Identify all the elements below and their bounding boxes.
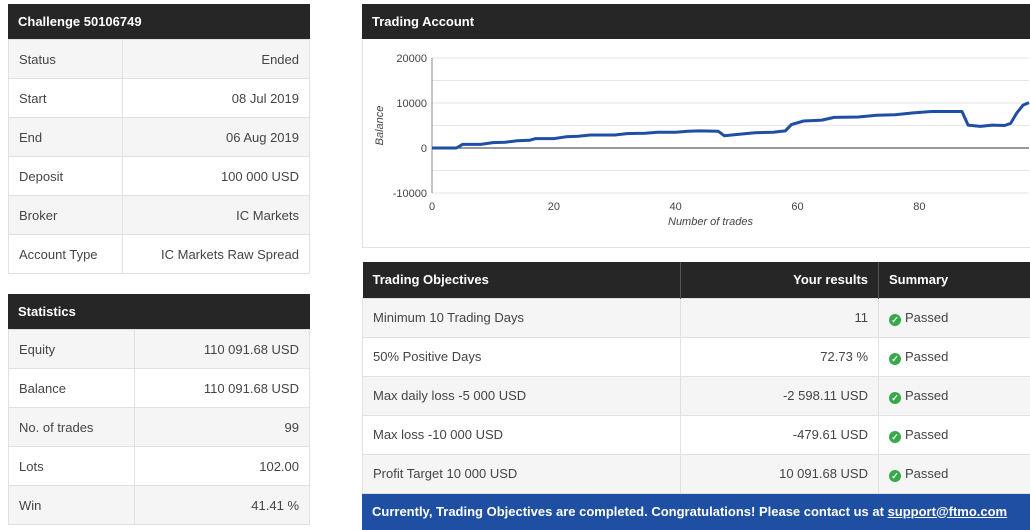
- y-tick-label: 20000: [396, 53, 427, 65]
- statistics-table: Equity 110 091.68 USD Balance 110 091.68…: [8, 329, 310, 525]
- objective-label: Max loss -10 000 USD: [363, 415, 681, 454]
- x-tick-label: 0: [429, 201, 435, 213]
- objective-summary: ✓ Passed: [879, 337, 1030, 376]
- table-row: Profit Target 10 000 USD 10 091.68 USD ✓…: [363, 454, 1030, 493]
- table-row: End 06 Aug 2019: [9, 118, 310, 157]
- header-objectives: Trading Objectives: [363, 262, 681, 298]
- objective-label: 50% Positive Days: [363, 337, 681, 376]
- table-row: Win 41.41 %: [9, 486, 310, 525]
- start-value: 08 Jul 2019: [123, 79, 310, 118]
- challenge-panel: Challenge 50106749 Status Ended Start 08…: [8, 4, 310, 274]
- y-tick-label: 0: [421, 143, 427, 155]
- row-label: Deposit: [9, 157, 123, 196]
- check-circle-icon: ✓: [889, 431, 901, 443]
- win-value: 41.41 %: [135, 486, 310, 525]
- table-row: Lots 102.00: [9, 447, 310, 486]
- x-tick-label: 80: [913, 201, 925, 213]
- x-tick-label: 60: [791, 201, 803, 213]
- row-label: End: [9, 118, 123, 157]
- status-value: Ended: [123, 40, 310, 79]
- row-label: Status: [9, 40, 123, 79]
- support-email-link[interactable]: support@ftmo.com: [888, 504, 1008, 519]
- balance-value: 110 091.68 USD: [135, 369, 310, 408]
- row-label: Lots: [9, 447, 135, 486]
- banner-text: Currently, Trading Objectives are comple…: [372, 504, 888, 519]
- table-row: Broker IC Markets: [9, 196, 310, 235]
- summary-text: Passed: [905, 310, 948, 325]
- objective-result: 11: [681, 298, 879, 337]
- deposit-value: 100 000 USD: [123, 157, 310, 196]
- objective-label: Minimum 10 Trading Days: [363, 298, 681, 337]
- trades-value: 99: [135, 408, 310, 447]
- table-row: Minimum 10 Trading Days 11 ✓ Passed: [363, 298, 1030, 337]
- table-row: Equity 110 091.68 USD: [9, 330, 310, 369]
- summary-text: Passed: [905, 349, 948, 364]
- x-tick-label: 40: [670, 201, 682, 213]
- objective-summary: ✓ Passed: [879, 415, 1030, 454]
- header-summary: Summary: [879, 262, 1030, 298]
- objectives-panel: Trading Objectives Your results Summary …: [362, 262, 1030, 530]
- table-row: Status Ended: [9, 40, 310, 79]
- check-circle-icon: ✓: [889, 392, 901, 404]
- objective-result: 10 091.68 USD: [681, 454, 879, 493]
- end-value: 06 Aug 2019: [123, 118, 310, 157]
- row-label: No. of trades: [9, 408, 135, 447]
- objectives-header-row: Trading Objectives Your results Summary: [363, 262, 1030, 298]
- y-axis-label: Balance: [374, 106, 386, 146]
- header-results: Your results: [681, 262, 879, 298]
- check-circle-icon: ✓: [889, 314, 901, 326]
- check-circle-icon: ✓: [889, 470, 901, 482]
- check-circle-icon: ✓: [889, 353, 901, 365]
- table-row: Balance 110 091.68 USD: [9, 369, 310, 408]
- challenge-table: Status Ended Start 08 Jul 2019 End 06 Au…: [8, 39, 310, 274]
- statistics-title: Statistics: [8, 294, 310, 329]
- objective-label: Profit Target 10 000 USD: [363, 454, 681, 493]
- objective-result: -479.61 USD: [681, 415, 879, 454]
- objectives-table: Trading Objectives Your results Summary …: [362, 262, 1030, 494]
- equity-value: 110 091.68 USD: [135, 330, 310, 369]
- x-tick-label: 20: [548, 201, 560, 213]
- summary-text: Passed: [905, 466, 948, 481]
- summary-text: Passed: [905, 388, 948, 403]
- table-row: Account Type IC Markets Raw Spread: [9, 235, 310, 274]
- row-label: Win: [9, 486, 135, 525]
- broker-value: IC Markets: [123, 196, 310, 235]
- table-row: Max loss -10 000 USD -479.61 USD ✓ Passed: [363, 415, 1030, 454]
- completion-banner: Currently, Trading Objectives are comple…: [362, 494, 1030, 530]
- table-row: 50% Positive Days 72.73 % ✓ Passed: [363, 337, 1030, 376]
- x-axis-label: Number of trades: [668, 216, 753, 228]
- trading-account-title: Trading Account: [362, 4, 1030, 39]
- objective-summary: ✓ Passed: [879, 454, 1030, 493]
- y-tick-label: -10000: [393, 188, 427, 200]
- challenge-title: Challenge 50106749: [8, 4, 310, 39]
- objective-summary: ✓ Passed: [879, 298, 1030, 337]
- row-label: Account Type: [9, 235, 123, 274]
- account-type-value: IC Markets Raw Spread: [123, 235, 310, 274]
- objective-result: 72.73 %: [681, 337, 879, 376]
- statistics-panel: Statistics Equity 110 091.68 USD Balance…: [8, 294, 310, 525]
- objective-summary: ✓ Passed: [879, 376, 1030, 415]
- lots-value: 102.00: [135, 447, 310, 486]
- table-row: No. of trades 99: [9, 408, 310, 447]
- y-tick-label: 10000: [396, 98, 427, 110]
- row-label: Start: [9, 79, 123, 118]
- table-row: Start 08 Jul 2019: [9, 79, 310, 118]
- row-label: Broker: [9, 196, 123, 235]
- objective-result: -2 598.11 USD: [681, 376, 879, 415]
- table-row: Max daily loss -5 000 USD -2 598.11 USD …: [363, 376, 1030, 415]
- row-label: Balance: [9, 369, 135, 408]
- table-row: Deposit 100 000 USD: [9, 157, 310, 196]
- summary-text: Passed: [905, 427, 948, 442]
- objective-label: Max daily loss -5 000 USD: [363, 376, 681, 415]
- row-label: Equity: [9, 330, 135, 369]
